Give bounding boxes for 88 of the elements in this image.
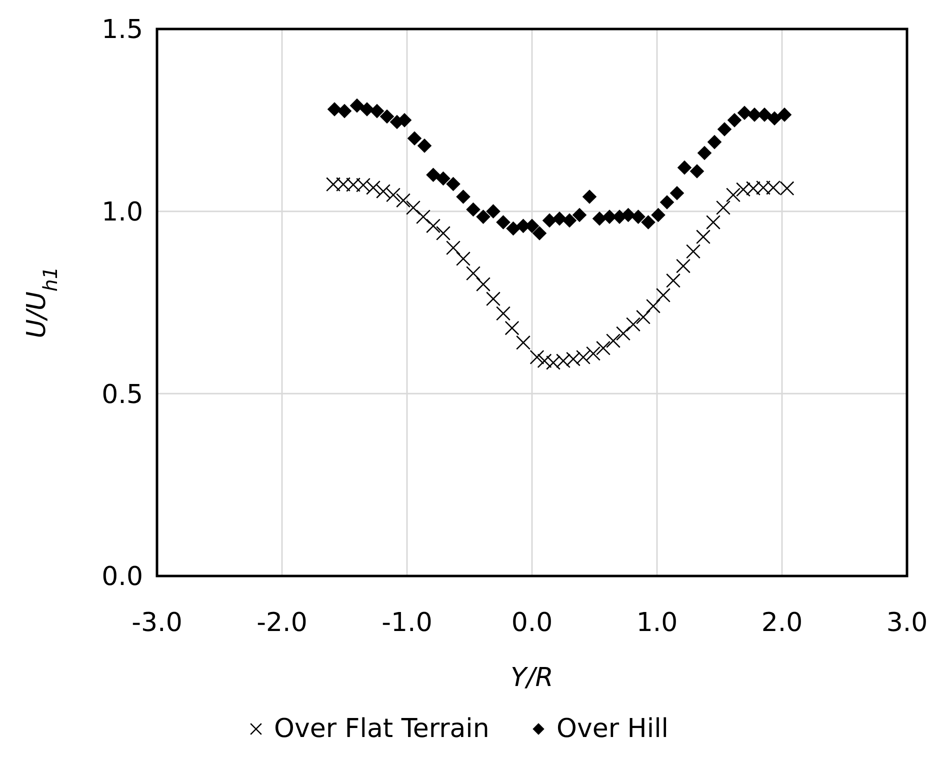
y-tick-label: 1.0	[102, 197, 143, 228]
point	[506, 221, 520, 236]
point	[552, 211, 567, 226]
point	[530, 350, 544, 364]
point	[416, 210, 430, 224]
point	[696, 230, 710, 244]
point	[476, 277, 490, 292]
point	[370, 104, 384, 118]
point	[486, 204, 500, 218]
point	[337, 104, 352, 118]
point	[504, 320, 520, 336]
point	[717, 122, 732, 136]
x-tick-label: 3.0	[886, 608, 928, 638]
legend-label: Over Hill	[556, 714, 669, 744]
point	[706, 215, 720, 230]
point	[726, 188, 740, 202]
point	[576, 350, 590, 364]
point	[737, 106, 752, 120]
point	[426, 168, 440, 182]
point	[546, 355, 560, 370]
point	[697, 146, 712, 160]
point	[606, 334, 620, 348]
y-tick-label: 0.5	[102, 380, 143, 410]
point	[656, 288, 670, 302]
point	[386, 188, 400, 202]
point	[496, 306, 510, 321]
x-tick-label: 2.0	[761, 608, 803, 638]
legend-label: Over Flat Terrain	[274, 714, 490, 744]
point	[436, 226, 450, 240]
point	[582, 190, 597, 204]
point	[436, 171, 450, 186]
point	[396, 193, 410, 208]
point	[690, 164, 704, 178]
point	[651, 208, 666, 222]
point	[736, 182, 750, 197]
point	[466, 266, 480, 281]
point	[716, 200, 730, 215]
point	[777, 108, 792, 122]
point	[566, 352, 580, 366]
point	[446, 176, 460, 192]
point	[542, 213, 557, 228]
point	[641, 215, 656, 230]
point	[380, 109, 394, 124]
point	[596, 340, 610, 356]
point	[406, 200, 420, 215]
point	[532, 226, 547, 240]
point	[556, 354, 570, 368]
x-tick-label: -3.0	[132, 608, 182, 638]
x-tick-label: 1.0	[636, 608, 678, 638]
point	[496, 215, 510, 230]
point	[626, 317, 640, 332]
point	[707, 134, 722, 150]
point	[616, 326, 630, 341]
point	[366, 180, 380, 195]
point	[516, 335, 530, 350]
point	[537, 354, 552, 368]
point	[476, 210, 490, 224]
point	[670, 186, 684, 200]
point	[350, 98, 364, 113]
point	[727, 113, 742, 128]
point	[636, 310, 650, 324]
y-tick-label: 1.5	[102, 15, 143, 46]
point	[572, 208, 587, 222]
point	[676, 258, 690, 274]
point	[631, 210, 646, 224]
point	[407, 131, 422, 146]
x-tick-label: -2.0	[256, 608, 308, 638]
point	[426, 218, 440, 234]
point	[417, 138, 432, 153]
point	[677, 160, 692, 175]
point	[466, 202, 480, 217]
point	[456, 190, 470, 204]
x-tick-label: 0.0	[511, 608, 553, 638]
x-tick-label: -1.0	[382, 608, 432, 638]
point	[660, 195, 674, 210]
point	[486, 292, 500, 306]
point	[562, 213, 577, 228]
point	[456, 251, 470, 266]
point	[376, 184, 390, 199]
point	[666, 273, 680, 288]
point	[767, 111, 782, 126]
point	[592, 211, 607, 226]
y-tick-label: 0.0	[102, 562, 143, 592]
point	[446, 240, 460, 256]
point	[586, 346, 600, 361]
x-axis-title: Y/R	[510, 663, 554, 693]
point	[686, 244, 700, 259]
point	[646, 298, 660, 314]
